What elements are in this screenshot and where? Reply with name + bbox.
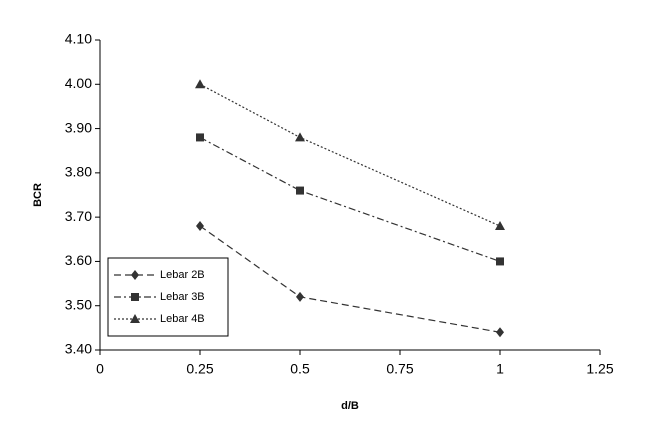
legend-label: Lebar 4B xyxy=(160,313,205,325)
series-line xyxy=(199,225,501,333)
y-tick-label: 3.50 xyxy=(65,296,92,312)
series-line xyxy=(199,83,501,227)
y-axis-title: BCR xyxy=(32,183,44,207)
legend-marker xyxy=(131,270,139,280)
marker xyxy=(496,327,504,338)
legend-marker xyxy=(130,314,140,323)
x-tick-label: 1 xyxy=(496,361,504,377)
legend-marker xyxy=(131,293,139,301)
y-tick-label: 3.70 xyxy=(65,208,92,224)
legend-label: Lebar 2B xyxy=(160,269,205,281)
legend-label: Lebar 3B xyxy=(160,291,205,303)
y-tick-label: 3.60 xyxy=(65,252,92,268)
legend-box xyxy=(107,257,229,337)
marker xyxy=(296,186,304,195)
marker xyxy=(495,221,505,230)
y-tick-label: 4.00 xyxy=(65,75,92,91)
marker xyxy=(195,79,205,89)
marker xyxy=(496,257,504,266)
marker xyxy=(196,133,204,142)
y-tick-label: 3.90 xyxy=(65,119,92,135)
y-tick-label: 3.40 xyxy=(65,341,92,357)
x-tick-label: 0.75 xyxy=(386,361,413,377)
marker xyxy=(196,221,204,231)
marker xyxy=(296,291,304,302)
x-tick-label: 0.25 xyxy=(186,361,213,377)
x-tick-label: 1.25 xyxy=(586,361,613,377)
x-axis-title: d/B xyxy=(341,400,359,412)
x-tick-label: 0.5 xyxy=(290,361,310,377)
y-tick-label: 4.10 xyxy=(65,31,92,47)
x-tick-label: 0 xyxy=(96,361,104,377)
series-line xyxy=(199,136,501,262)
y-tick-label: 3.80 xyxy=(65,164,92,180)
marker xyxy=(295,132,305,142)
